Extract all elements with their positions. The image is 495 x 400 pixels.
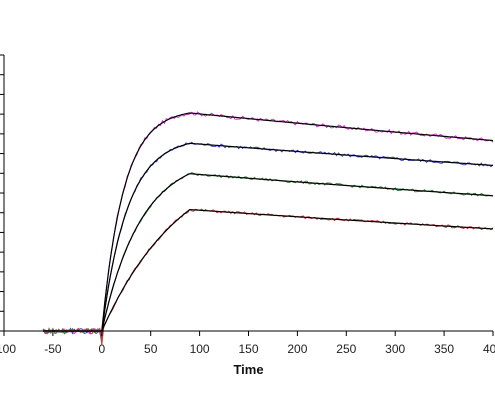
- fit-line: [43, 209, 494, 332]
- fit-line: [43, 112, 494, 332]
- x-axis-title: Time: [233, 362, 263, 377]
- x-tick-label: 100: [190, 342, 210, 356]
- x-tick-label: 50: [144, 342, 158, 356]
- x-tick-label: -100: [0, 342, 16, 356]
- fit-line: [43, 142, 494, 332]
- x-axis-ticks: -100 -50 0 50 100 150 200 250 300 350 400: [0, 331, 495, 356]
- x-tick-label: -50: [44, 342, 62, 356]
- x-tick-label: 200: [287, 342, 307, 356]
- x-tick-label: 300: [385, 342, 405, 356]
- series-layer: [42, 111, 494, 345]
- series-line: [42, 141, 494, 340]
- x-tick-label: 400: [483, 342, 495, 356]
- y-axis-ticks: [0, 54, 4, 332]
- x-tick-label: 0: [98, 342, 105, 356]
- x-tick-label: 250: [336, 342, 356, 356]
- fit-line: [43, 173, 494, 332]
- x-tick-label: 150: [238, 342, 258, 356]
- x-tick-label: 350: [434, 342, 454, 356]
